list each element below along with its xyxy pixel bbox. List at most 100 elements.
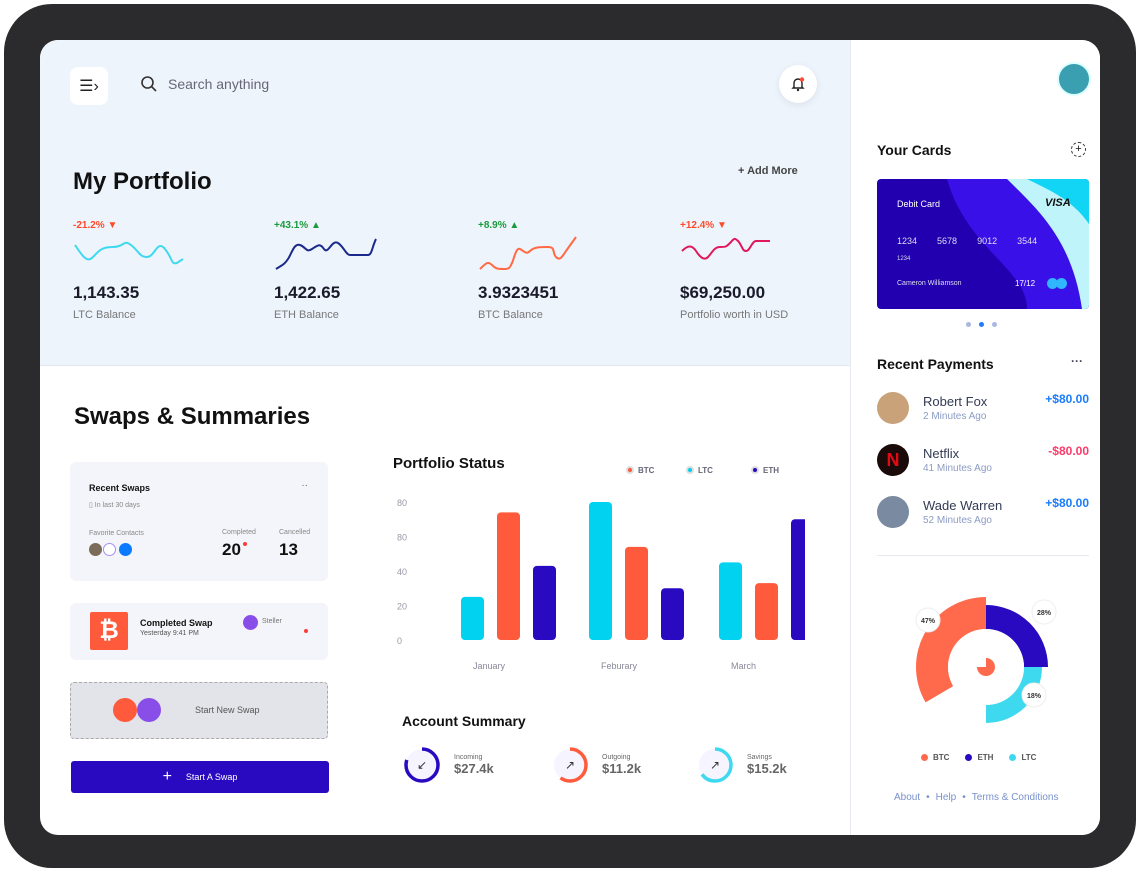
bar-btc-feburary (625, 546, 648, 640)
avatar[interactable] (119, 543, 132, 556)
coin-name: Steller (262, 618, 282, 625)
cancelled-label: Cancelled (279, 529, 311, 536)
card-pagination (966, 322, 997, 327)
menu-icon: ☰› (79, 78, 99, 95)
chart-title: Portfolio Status (393, 455, 505, 472)
change-percent: +8.9% ▲ (478, 220, 520, 231)
search-icon (141, 76, 157, 92)
bar-ltc-march (719, 562, 742, 640)
card-number-group: 1234 (897, 236, 918, 246)
footer-link[interactable]: Terms & Conditions (971, 792, 1059, 803)
avatar[interactable] (89, 543, 102, 556)
start-new-swap-label: Start New Swap (195, 705, 260, 715)
arrow-down-icon: ▼ (107, 220, 118, 231)
x-tick-label: Feburary (601, 661, 638, 671)
card-sub-number: 1234 (897, 256, 911, 262)
notification-button[interactable] (779, 65, 817, 103)
page-dot[interactable] (992, 322, 997, 327)
favorite-contacts-label: Favorite Contacts (89, 530, 144, 537)
more-icon[interactable]: ·· (301, 480, 308, 491)
avatar (877, 496, 909, 528)
sparkline (275, 238, 377, 270)
stat-ltc-balance: -21.2% ▼ 1,143.35 LTC Balance (73, 220, 223, 321)
payment-item[interactable]: Robert Fox 2 Minutes Ago +$80.00 (877, 392, 1089, 432)
footer-links: About • Help • Terms & Conditions (894, 792, 1058, 803)
change-percent: +12.4% ▼ (680, 220, 727, 231)
donut-chart: 47% 28% 18% (915, 597, 1057, 723)
payment-amount: +$80.00 (1045, 496, 1089, 510)
start-swap-label: Start A Swap (185, 772, 238, 782)
y-tick-label: 20 (397, 602, 407, 612)
arrow-up-icon: ▲ (310, 220, 321, 231)
btc-coin-icon (113, 698, 137, 722)
divider (877, 555, 1089, 556)
pie-icon (977, 658, 995, 676)
stat-label: Portfolio worth in USD (680, 309, 789, 321)
account-label: Incoming (454, 754, 483, 761)
stat-eth-balance: +43.1% ▲ 1,422.65 ETH Balance (274, 220, 424, 321)
account-value: $15.2k (747, 761, 787, 776)
arrow-up-right-icon: ↗ (710, 758, 720, 772)
stat-value: 1,143.35 (73, 283, 140, 302)
legend-item-btc: BTC (921, 753, 949, 762)
progress-ring: ↙ (404, 747, 440, 783)
account-outgoing: ↗ Outgoing $11.2k (550, 745, 641, 785)
user-avatar[interactable] (1057, 62, 1091, 96)
more-icon[interactable]: ··· (1071, 354, 1083, 368)
progress-ring: ↗ (697, 747, 733, 783)
visa-logo: VISA (1045, 197, 1071, 209)
legend-item-eth: ETH (965, 753, 993, 762)
avatar (877, 392, 909, 424)
arrow-down-icon: ▼ (716, 220, 727, 231)
start-swap-button[interactable]: + Start A Swap (71, 761, 329, 793)
start-new-swap-area[interactable]: Start New Swap (70, 682, 328, 739)
account-label: Savings (747, 754, 772, 761)
arrow-up-icon: ▲ (509, 220, 520, 231)
debit-card[interactable]: Debit Card VISA 1234 5678 9012 3544 1234 Ca… (877, 179, 1089, 309)
stat-label: ETH Balance (274, 309, 339, 321)
footer-link[interactable]: Help (935, 792, 957, 803)
add-card-icon[interactable]: + (1071, 142, 1086, 157)
stat-label: BTC Balance (478, 309, 543, 321)
payment-item[interactable]: Wade Warren 52 Minutes Ago +$80.00 (877, 496, 1089, 536)
card-number-group: 9012 (977, 236, 998, 246)
stat-portfolio-worth-in-usd: +12.4% ▼ $69,250.00 Portfolio worth in USD (680, 220, 830, 321)
add-more-button[interactable]: + Add More (738, 165, 798, 177)
donut-slice-ltc (986, 667, 1042, 723)
payment-name: Robert Fox (923, 394, 988, 409)
completed-swap-card[interactable]: ₿ Completed Swap Yesterday 9:41 PM Stell… (70, 603, 328, 660)
account-label: Outgoing (602, 754, 631, 761)
legend-label-eth: ETH (763, 466, 779, 475)
legend-marker-btc (626, 466, 634, 474)
stellar-icon (243, 615, 258, 630)
avatar[interactable] (103, 543, 116, 556)
completed-swap-title: Completed Swap (140, 618, 213, 628)
bar-btc-march (755, 583, 778, 640)
page-dot[interactable] (966, 322, 971, 327)
y-tick-label: 40 (397, 567, 407, 577)
search-input[interactable]: Search anything (168, 76, 270, 92)
account-incoming: ↙ Incoming $27.4k (402, 745, 494, 785)
swaps-title: Swaps & Summaries (74, 403, 311, 430)
footer-link[interactable]: About (894, 792, 921, 803)
sparkline (479, 236, 577, 271)
percent-badge (1031, 599, 1057, 625)
legend-label-ltc: LTC (698, 466, 713, 475)
menu-button[interactable]: ☰› (70, 67, 108, 105)
bar-btc-january (497, 512, 520, 640)
building-icon: ▯ (89, 502, 95, 509)
portfolio-status-chart: 80 80 40 20 0 BTC LTC ETH January Feburary March (397, 466, 805, 671)
payment-name: Wade Warren (923, 498, 1003, 513)
page-title: My Portfolio (73, 168, 212, 195)
portfolio-section: ☰› Search anything My Portfolio + Add Mo… (40, 40, 850, 366)
payment-item[interactable]: N Netflix 41 Minutes Ago -$80.00 (877, 444, 1089, 484)
bar-ltc-january (461, 596, 484, 640)
bell-icon (791, 77, 805, 92)
page-dot-active[interactable] (979, 322, 984, 327)
account-savings: ↗ Savings $15.2k (695, 745, 787, 785)
y-tick-label: 80 (397, 498, 407, 508)
legend-marker-eth (751, 466, 759, 474)
bitcoin-icon: ₿ (90, 612, 128, 650)
search-bar[interactable]: Search anything (140, 75, 269, 93)
stat-value: 1,422.65 (274, 283, 341, 302)
